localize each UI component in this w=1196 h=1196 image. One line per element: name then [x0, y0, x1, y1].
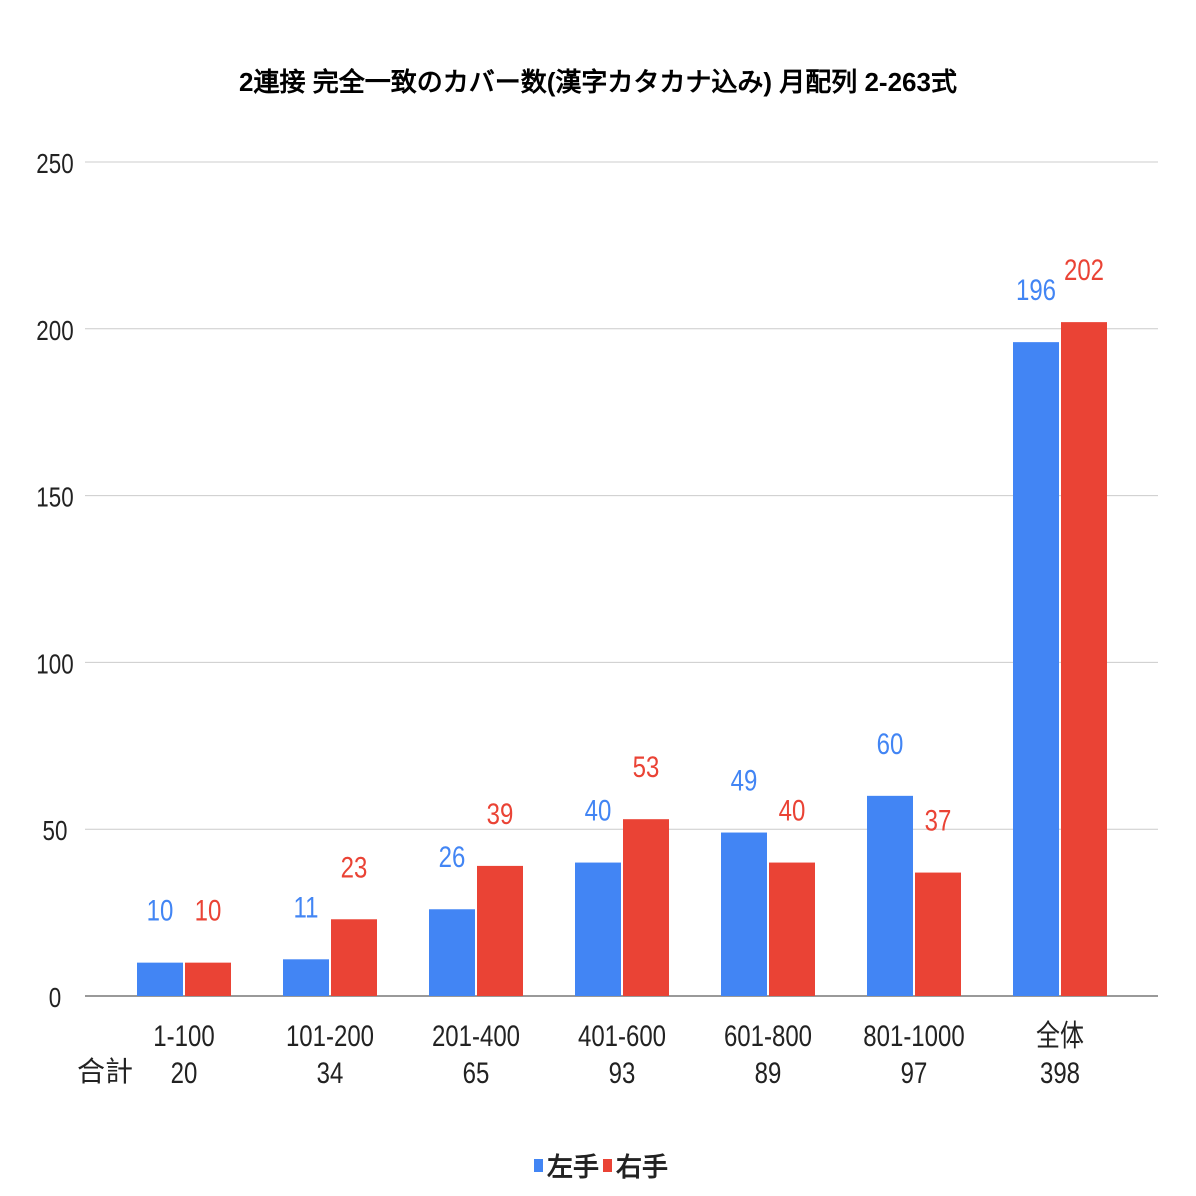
data-label: 23 [341, 850, 368, 884]
legend-label: 右手 [616, 1152, 668, 1182]
x-tick-label: 401-600 [578, 1018, 666, 1052]
x-tick-label: 全体 [1036, 1018, 1084, 1052]
bar-左手 [137, 962, 183, 996]
bar-左手 [867, 795, 913, 996]
total-label: 20 [171, 1055, 198, 1089]
total-label: 97 [901, 1055, 928, 1089]
data-label: 53 [633, 750, 660, 784]
data-label: 202 [1064, 253, 1104, 287]
data-label: 40 [585, 793, 612, 827]
legend-swatch [603, 1159, 612, 1172]
legend-swatch [534, 1159, 543, 1172]
bar-左手 [1013, 342, 1059, 996]
data-label: 40 [779, 793, 806, 827]
bar-右手 [1061, 322, 1107, 996]
bar-右手 [623, 819, 669, 996]
totals-row-label: 合計 [77, 1056, 133, 1087]
x-tick-label: 1-100 [153, 1018, 214, 1052]
x-tick-label: 801-1000 [863, 1018, 964, 1052]
y-tick-label: 100 [36, 649, 73, 680]
x-tick-label: 601-800 [724, 1018, 812, 1052]
bar-右手 [769, 862, 815, 996]
data-label: 39 [487, 796, 514, 830]
total-label: 398 [1040, 1055, 1080, 1089]
x-tick-label: 201-400 [432, 1018, 520, 1052]
x-tick-label: 101-200 [286, 1018, 374, 1052]
y-tick-label: 0 [49, 983, 61, 1014]
bar-左手 [429, 909, 475, 996]
y-tick-label: 200 [36, 316, 73, 347]
data-label: 11 [294, 890, 319, 924]
legend-label: 左手 [547, 1152, 599, 1182]
bar-右手 [185, 962, 231, 996]
total-label: 93 [609, 1055, 636, 1089]
y-tick-label: 250 [36, 149, 73, 180]
total-label: 89 [755, 1055, 782, 1089]
y-tick-label: 150 [36, 482, 73, 513]
y-tick-label: 50 [43, 816, 68, 847]
data-label: 10 [147, 893, 174, 927]
bar-右手 [477, 865, 523, 996]
bar-右手 [915, 872, 961, 996]
total-label: 65 [463, 1055, 490, 1089]
bar-左手 [575, 862, 621, 996]
data-label: 37 [925, 803, 952, 837]
bar-右手 [331, 919, 377, 996]
total-label: 34 [317, 1055, 344, 1089]
data-label: 10 [195, 893, 222, 927]
bar-左手 [721, 832, 767, 996]
data-label: 196 [1016, 273, 1056, 307]
data-label: 49 [731, 763, 758, 797]
data-label: 26 [439, 840, 466, 874]
chart-title: 2連接 完全一致のカバー数(漢字カタカナ込み) 月配列 2-263式 [239, 67, 957, 97]
bar-左手 [283, 959, 329, 996]
data-label: 60 [877, 726, 904, 760]
